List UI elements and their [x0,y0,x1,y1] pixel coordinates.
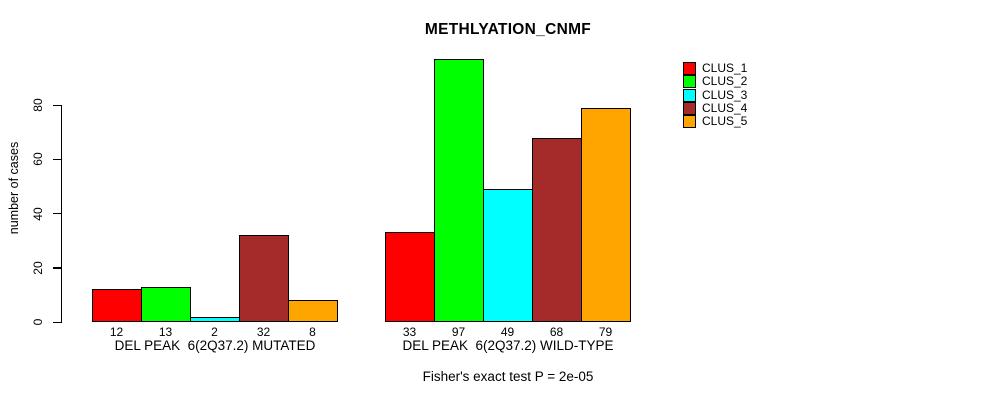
legend-swatch-clus_4 [683,102,696,116]
bar-clus_5-group2 [581,108,631,322]
y-tick-mark-60 [53,158,61,161]
legend-label-clus_3: CLUS_3 [702,87,748,102]
bar-clus_2-group2 [434,59,484,322]
y-tick-label-0: 0 [31,318,45,326]
bar-clus_5-group1 [288,300,338,322]
bar-value-label-clus_5-group1: 8 [309,325,316,339]
bar-clus_3-group2 [483,189,533,322]
legend-swatch-clus_1 [683,62,696,76]
legend-row-clus_4: CLUS_4 [683,101,748,116]
legend-label-clus_5: CLUS_5 [702,114,748,129]
bar-value-label-clus_5-group2: 79 [598,325,613,339]
x-category-label-wild-type: DEL PEAK 6(2Q37.2) WILD-TYPE [402,338,614,353]
bar-clus_2-group1 [141,287,191,322]
y-tick-label-20: 20 [31,261,45,275]
bar-value-label-clus_2-group2: 97 [451,325,466,339]
bar-value-label-clus_1-group2: 33 [402,325,417,339]
legend: CLUS_1 CLUS_2 CLUS_3 CLUS_4 CLUS_5 [683,61,748,129]
bar-value-label-clus_4-group1: 32 [256,325,271,339]
bar-clus_1-group1 [92,289,142,322]
bar-value-label-clus_1-group1: 12 [109,325,124,339]
bar-clus_1-group2 [385,232,435,322]
legend-row-clus_3: CLUS_3 [683,87,748,102]
legend-label-clus_1: CLUS_1 [702,61,748,76]
bar-clus_4-group1 [239,235,289,322]
y-tick-mark-40 [53,213,61,215]
y-axis-title: number of cases [7,141,21,235]
bar-value-label-clus_3-group1: 2 [211,325,218,339]
bar-value-label-clus_2-group1: 13 [158,325,173,339]
legend-row-clus_1: CLUS_1 [683,61,748,76]
footnote-fishers-test: Fisher's exact test P = 2e-05 [422,369,594,384]
legend-swatch-clus_5 [683,115,696,129]
x-category-label-mutated: DEL PEAK 6(2Q37.2) MUTATED [114,338,316,353]
legend-row-clus_2: CLUS_2 [683,74,748,89]
legend-label-clus_4: CLUS_4 [702,101,748,116]
y-tick-mark-80 [53,104,61,106]
y-tick-label-60: 60 [31,152,45,166]
y-tick-label-40: 40 [31,206,45,221]
y-tick-mark-20 [53,267,61,269]
bar-value-label-clus_3-group2: 49 [500,325,515,339]
bar-clus_4-group2 [532,138,582,322]
y-tick-label-80: 80 [31,98,45,112]
chart-title: METHLYATION_CNMF [424,21,592,38]
legend-swatch-clus_2 [683,75,696,89]
bar-clus_3-group1 [190,317,240,322]
y-axis-line [61,105,63,323]
bar-value-label-clus_4-group2: 68 [549,325,564,339]
legend-label-clus_2: CLUS_2 [702,74,748,89]
y-tick-mark-0 [53,321,61,323]
legend-swatch-clus_3 [683,88,696,102]
legend-row-clus_5: CLUS_5 [683,114,748,129]
